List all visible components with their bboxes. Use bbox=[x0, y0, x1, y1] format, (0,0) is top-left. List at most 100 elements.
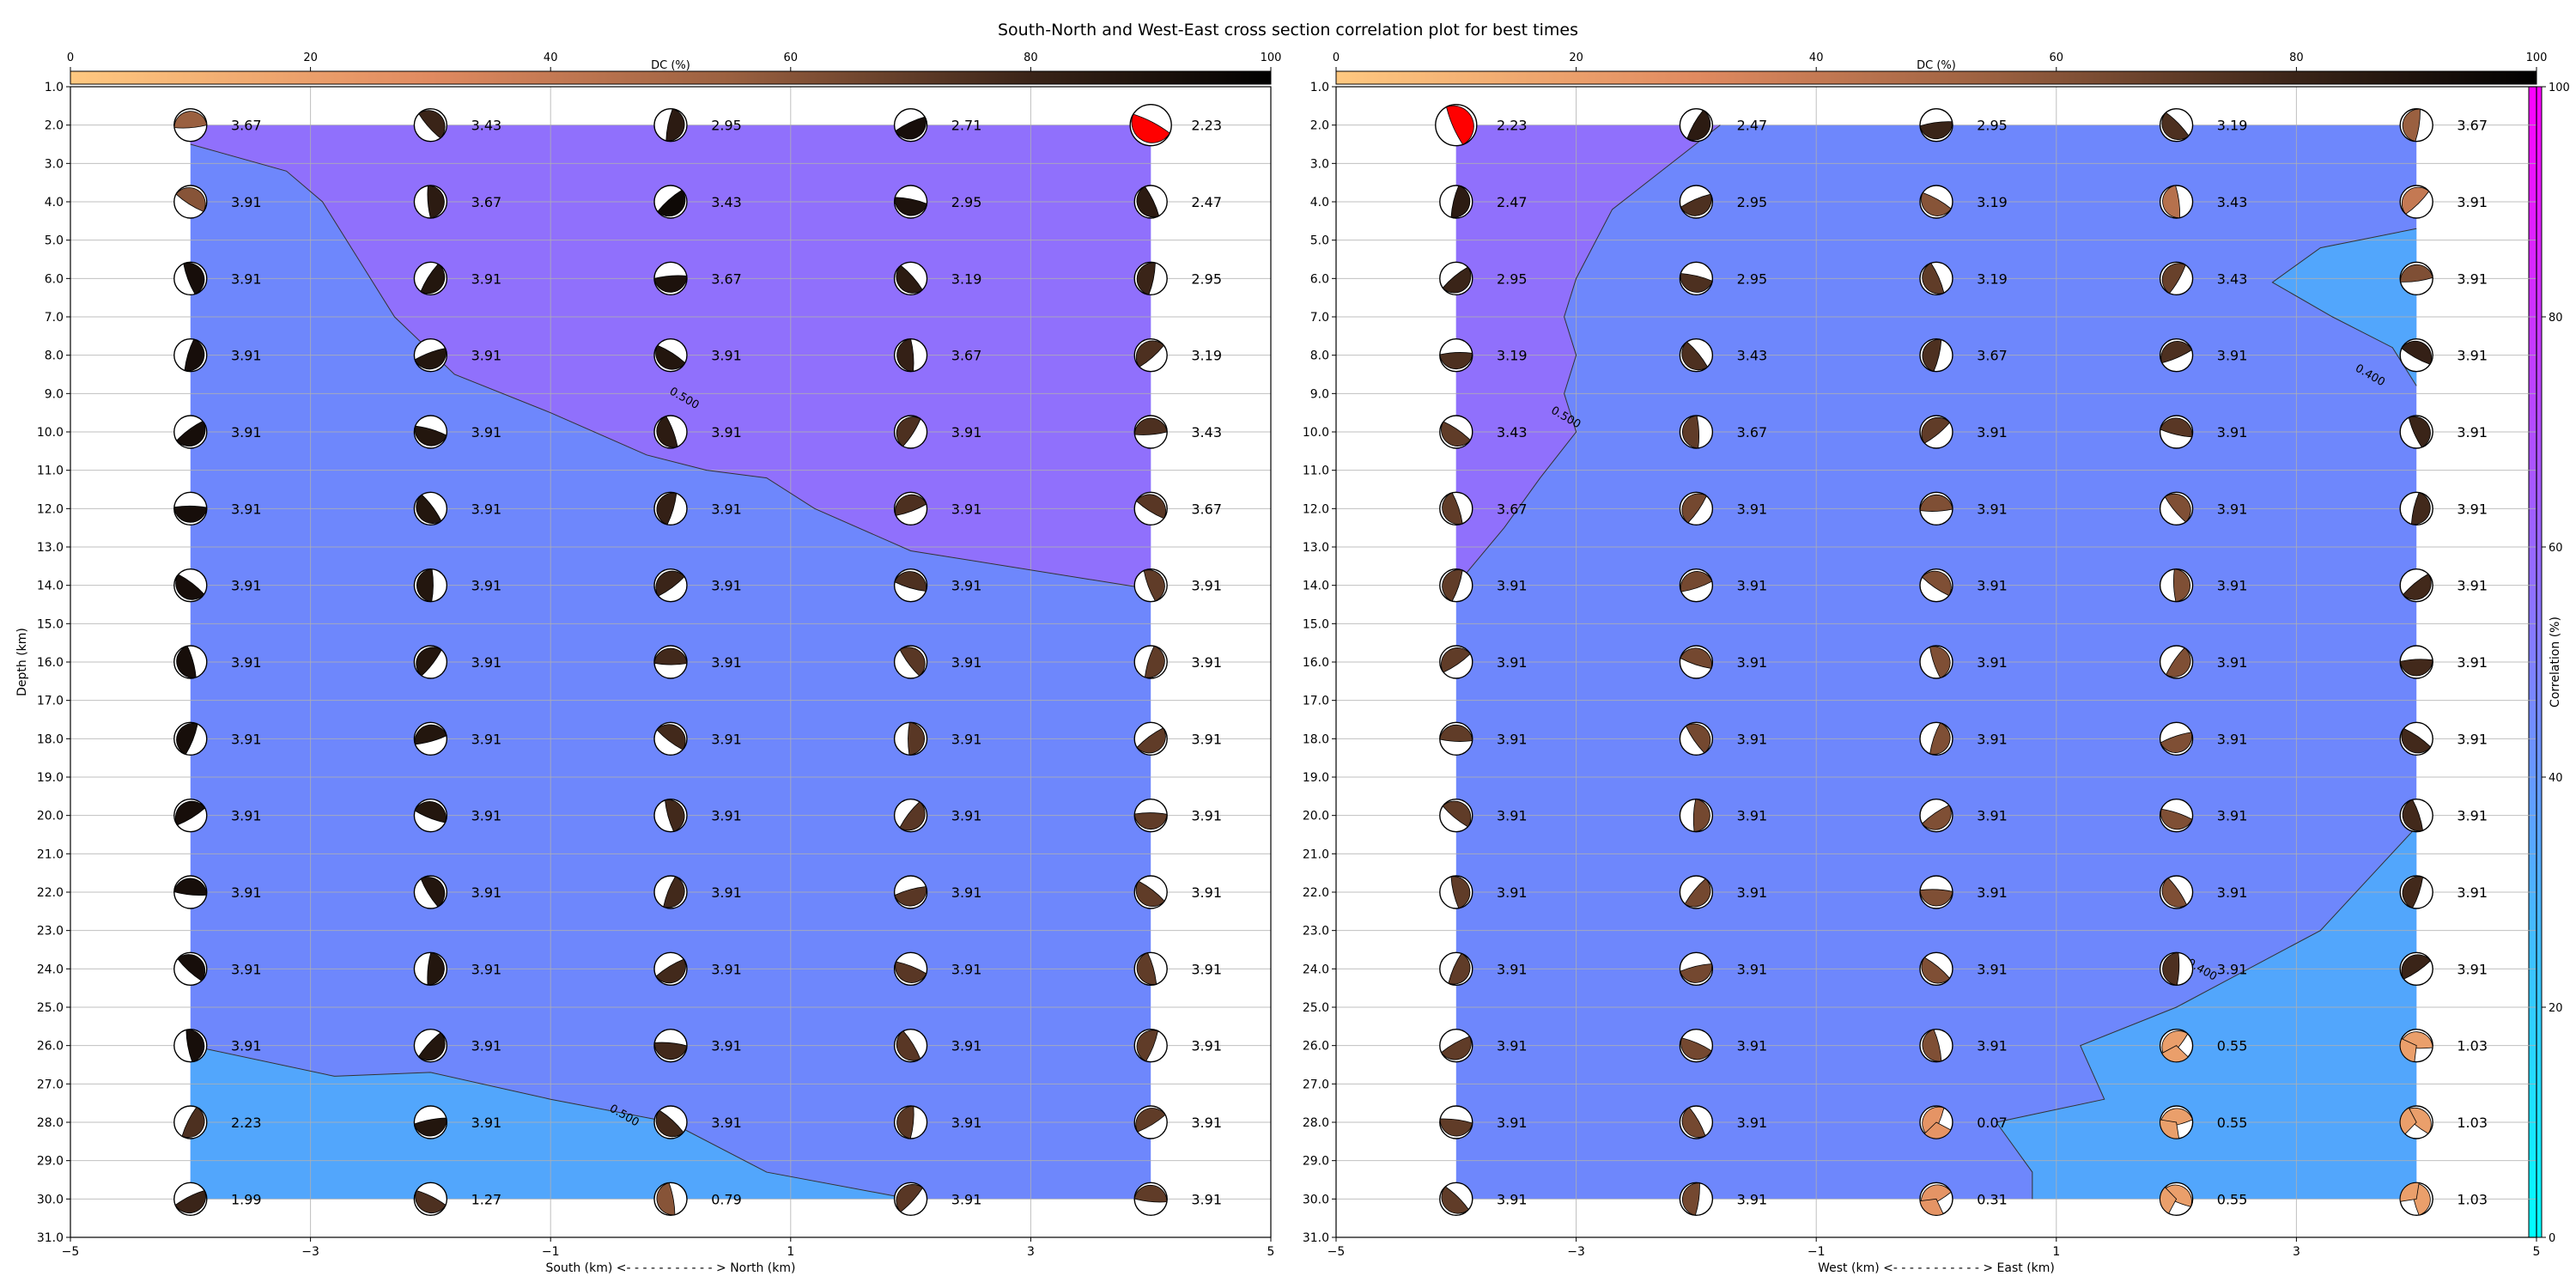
correlation-value: 3.91 bbox=[951, 731, 982, 747]
beachball-compression bbox=[1692, 799, 1710, 832]
beachball-compression bbox=[896, 1030, 921, 1061]
dc-tick-label: 20 bbox=[1569, 52, 1583, 64]
beachball-compression bbox=[1441, 421, 1471, 447]
beachball-compression bbox=[1922, 262, 1945, 295]
correlation-value: 3.91 bbox=[951, 654, 982, 671]
beachball-compression bbox=[657, 189, 686, 217]
beachball-1-3-3 bbox=[2159, 337, 2194, 373]
correlation-value: 2.95 bbox=[1191, 270, 1222, 287]
beachball-1-4-4 bbox=[2399, 415, 2433, 449]
correlation-value: 3.91 bbox=[1977, 961, 2008, 977]
beachball-0-1-2 bbox=[653, 185, 688, 219]
beachball-0-11-1 bbox=[413, 951, 448, 987]
x-tick-label: 3 bbox=[2293, 1245, 2300, 1259]
correlation-value: 3.91 bbox=[2457, 654, 2488, 671]
correlation-value: 3.91 bbox=[471, 884, 502, 901]
beachball-0-8-2 bbox=[653, 721, 688, 756]
beachball-compression bbox=[1136, 727, 1166, 754]
correlation-value: 3.91 bbox=[1497, 1191, 1528, 1207]
beachball-0-9-4 bbox=[1133, 798, 1168, 833]
beachball-compression bbox=[2401, 186, 2430, 215]
correlation-region-low bbox=[2272, 228, 2417, 386]
correlation-value: 3.91 bbox=[711, 424, 742, 440]
beachball-1-2-3 bbox=[2159, 261, 2194, 296]
beachball-compression bbox=[2403, 573, 2432, 600]
correlation-value: 3.43 bbox=[2217, 194, 2248, 210]
beachball-1-13-0 bbox=[1439, 1105, 1473, 1139]
x-tick-label: 1 bbox=[787, 1245, 794, 1259]
beachball-compression-secondary bbox=[2399, 1182, 2420, 1202]
beachball-0-5-2 bbox=[653, 491, 688, 526]
beachball-0-11-0 bbox=[173, 951, 208, 987]
correlation-value: 3.91 bbox=[1977, 808, 2008, 824]
correlation-value: 3.91 bbox=[1737, 578, 1768, 594]
correlation-colorbar-ticks: 0 20 40 60 80 100 bbox=[2542, 82, 2570, 1245]
correlation-value: 3.91 bbox=[951, 501, 982, 517]
correlation-value: 3.91 bbox=[711, 501, 742, 517]
beachball-compression bbox=[173, 878, 207, 896]
beachball-compression bbox=[2160, 417, 2193, 438]
beachball-compression-secondary bbox=[2160, 1187, 2178, 1214]
correlation-value: 3.91 bbox=[1191, 1191, 1222, 1207]
y-tick-label: 13.0 bbox=[1303, 541, 1329, 555]
beachball-compression bbox=[1929, 646, 1951, 678]
beachball-0-8-4 bbox=[1133, 721, 1168, 756]
beachball-compression bbox=[1919, 494, 1953, 512]
beachball-compression bbox=[1680, 963, 1713, 983]
correlation-value: 3.91 bbox=[2457, 501, 2488, 517]
beachball-compression bbox=[1922, 1106, 1945, 1139]
beachball-1-6-4 bbox=[2399, 568, 2433, 603]
beachball-compression bbox=[175, 800, 206, 826]
correlation-value: 3.91 bbox=[711, 578, 742, 594]
y-tick-label: 11.0 bbox=[37, 465, 64, 478]
correlation-value: 3.91 bbox=[951, 1191, 982, 1207]
beachball-1-13-1 bbox=[1679, 1105, 1714, 1139]
beachball-compression bbox=[414, 348, 447, 370]
y-tick-label: 16.0 bbox=[37, 656, 64, 670]
correlation-value: 3.91 bbox=[1191, 961, 1222, 977]
cross-section-south-north: 0.5000.5001.02.03.04.05.06.07.08.09.010.… bbox=[15, 81, 1274, 1275]
beachball-1-2-0 bbox=[1439, 261, 1473, 296]
beachball-0-13-1 bbox=[413, 1105, 448, 1139]
dc-tick-label: 80 bbox=[2289, 52, 2304, 64]
beachball-compression bbox=[2160, 808, 2193, 830]
beachball-compression bbox=[899, 801, 926, 831]
y-tick-label: 14.0 bbox=[37, 580, 64, 593]
beachball-1-1-4 bbox=[2399, 185, 2433, 219]
correlation-value: 3.91 bbox=[471, 961, 502, 977]
y-tick-label: 25.0 bbox=[37, 1001, 64, 1015]
beachball-0-5-0 bbox=[173, 491, 208, 526]
beachball-compression-secondary bbox=[1919, 1198, 1944, 1216]
beachball-0-14-4 bbox=[1133, 1182, 1168, 1217]
beachball-1-12-1 bbox=[1679, 1028, 1714, 1063]
beachball-compression bbox=[1135, 880, 1165, 907]
y-tick-label: 5.0 bbox=[1310, 234, 1329, 248]
beachball-compression-secondary bbox=[2399, 1038, 2417, 1062]
beachball-1-1-0 bbox=[1439, 185, 1473, 219]
y-tick-label: 31.0 bbox=[37, 1231, 64, 1245]
y-tick-label: 19.0 bbox=[37, 771, 64, 785]
y-tick-label: 23.0 bbox=[1303, 925, 1329, 939]
correlation-value: 3.91 bbox=[1737, 1191, 1768, 1207]
beachball-0-7-4 bbox=[1133, 645, 1168, 679]
beachball-0-8-3 bbox=[893, 721, 928, 756]
beachball-compression bbox=[894, 197, 927, 216]
beachball-1-10-1 bbox=[1679, 875, 1714, 909]
beachball-compression bbox=[1448, 952, 1471, 985]
y-tick-label: 20.0 bbox=[1303, 810, 1329, 823]
x-tick-label: −1 bbox=[1807, 1245, 1826, 1259]
beachball-1-8-0 bbox=[1439, 721, 1473, 756]
beachball-0-10-2 bbox=[653, 875, 688, 909]
correlation-value: 3.91 bbox=[471, 501, 502, 517]
beachball-0-9-0 bbox=[173, 798, 208, 833]
y-tick-label: 7.0 bbox=[1310, 311, 1329, 325]
beachball-compression bbox=[896, 1105, 914, 1139]
beachball-compression bbox=[176, 645, 197, 678]
correlation-value: 3.91 bbox=[231, 884, 262, 901]
beachball-1-2-4 bbox=[2399, 261, 2433, 296]
correlation-value: 3.19 bbox=[1977, 194, 2008, 210]
beachball-1-12-2 bbox=[1919, 1028, 1953, 1063]
beachball-compression bbox=[1136, 952, 1157, 985]
beachball-0-0-4 bbox=[1129, 103, 1172, 147]
contour-line bbox=[2271, 228, 2417, 386]
